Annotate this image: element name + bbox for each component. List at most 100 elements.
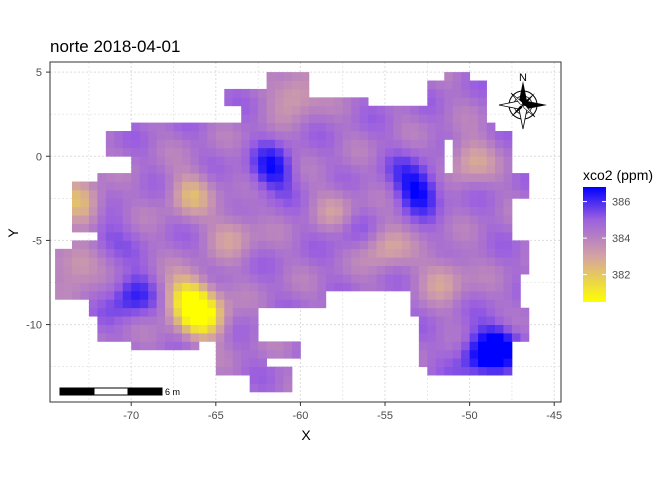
heatmap-cell (139, 147, 149, 157)
heatmap-cell (131, 307, 141, 317)
heatmap-cell (308, 114, 318, 123)
heatmap-cell (520, 332, 530, 342)
heatmap-cell (232, 139, 242, 149)
heatmap-cell (80, 198, 90, 208)
heatmap-cell (232, 274, 242, 283)
heatmap-cell (283, 215, 293, 224)
heatmap-cell (435, 223, 445, 233)
heatmap-cell (444, 131, 454, 140)
heatmap-cell (266, 366, 276, 376)
heatmap-cell (410, 139, 420, 149)
heatmap-cell (435, 147, 445, 157)
heatmap-cell (444, 248, 454, 258)
heatmap-cell (342, 164, 352, 174)
heatmap-cell (435, 122, 445, 132)
heatmap-cell (249, 358, 259, 368)
heatmap-cell (232, 332, 242, 342)
heatmap-cell (461, 223, 471, 233)
heatmap-cell (469, 223, 479, 233)
heatmap-cell (173, 131, 183, 140)
heatmap-cell (207, 181, 217, 191)
heatmap-cell (283, 349, 293, 359)
heatmap-cell (148, 265, 157, 275)
heatmap-cell (173, 282, 183, 292)
heatmap-cell (97, 257, 107, 267)
heatmap-cell (452, 80, 462, 90)
heatmap-cell (486, 265, 496, 275)
heatmap-cell (114, 290, 124, 300)
heatmap-cell (308, 198, 318, 208)
heatmap-cell (275, 131, 284, 140)
heatmap-cell (368, 215, 377, 224)
heatmap-cell (435, 324, 445, 334)
heatmap-cell (215, 122, 225, 132)
heatmap-cell (131, 215, 141, 224)
heatmap-cell (122, 131, 132, 140)
heatmap-cell (131, 324, 141, 334)
heatmap-cell (173, 248, 183, 258)
heatmap-cell (224, 131, 234, 140)
heatmap-cell (486, 274, 496, 283)
heatmap-cell (511, 265, 521, 275)
heatmap-cell (342, 181, 352, 191)
heatmap-cell (190, 147, 200, 157)
heatmap-cell (495, 173, 504, 182)
heatmap-tiles (55, 72, 530, 393)
heatmap-cell (97, 206, 107, 216)
heatmap-cell (88, 198, 98, 208)
heatmap-cell (342, 131, 352, 140)
heatmap-cell (173, 147, 183, 157)
heatmap-cell (444, 223, 454, 233)
heatmap-cell (139, 198, 149, 208)
legend-tick-label: 386 (612, 197, 630, 209)
heatmap-cell (461, 358, 471, 368)
y-axis: 5 0 -5 -10 (26, 67, 50, 332)
heatmap-cell (71, 240, 81, 250)
heatmap-cell (410, 198, 420, 208)
heatmap-cell (334, 206, 344, 216)
heatmap-cell (139, 232, 149, 241)
heatmap-cell (258, 189, 267, 199)
heatmap-cell (469, 265, 479, 275)
heatmap-cell (275, 114, 284, 123)
heatmap-cell (139, 173, 149, 182)
heatmap-cell (63, 257, 73, 267)
heatmap-cell (258, 299, 267, 309)
heatmap-cell (325, 206, 335, 216)
heatmap-cell (410, 274, 420, 283)
heatmap-cell (181, 147, 191, 157)
heatmap-cell (503, 173, 513, 182)
heatmap-cell (342, 223, 352, 233)
heatmap-cell (503, 316, 513, 325)
heatmap-cell (224, 290, 234, 300)
heatmap-cell (114, 240, 124, 250)
heatmap-cell (511, 257, 521, 267)
heatmap-cell (131, 122, 141, 132)
heatmap-cell (241, 332, 251, 342)
heatmap-cell (393, 274, 403, 283)
heatmap-cell (410, 156, 420, 166)
heatmap-cell (385, 282, 394, 292)
heatmap-cell (376, 206, 386, 216)
heatmap-cell (224, 332, 234, 342)
heatmap-cell (224, 240, 234, 250)
heatmap-cell (114, 257, 124, 267)
heatmap-cell (232, 341, 242, 351)
heatmap-cell (258, 114, 267, 123)
heatmap-cell (249, 383, 259, 393)
heatmap-cell (139, 265, 149, 275)
heatmap-cell (198, 156, 208, 166)
heatmap-cell (503, 232, 513, 241)
heatmap-cell (198, 181, 208, 191)
heatmap-cell (241, 265, 251, 275)
heatmap-cell (173, 122, 183, 132)
heatmap-cell (249, 375, 259, 384)
heatmap-cell (503, 131, 513, 140)
heatmap-cell (258, 131, 267, 140)
heatmap-cell (114, 299, 124, 309)
heatmap-cell (215, 290, 225, 300)
heatmap-cell (325, 181, 335, 191)
heatmap-cell (317, 189, 327, 199)
heatmap-cell (342, 147, 352, 157)
heatmap-cell (478, 332, 487, 342)
